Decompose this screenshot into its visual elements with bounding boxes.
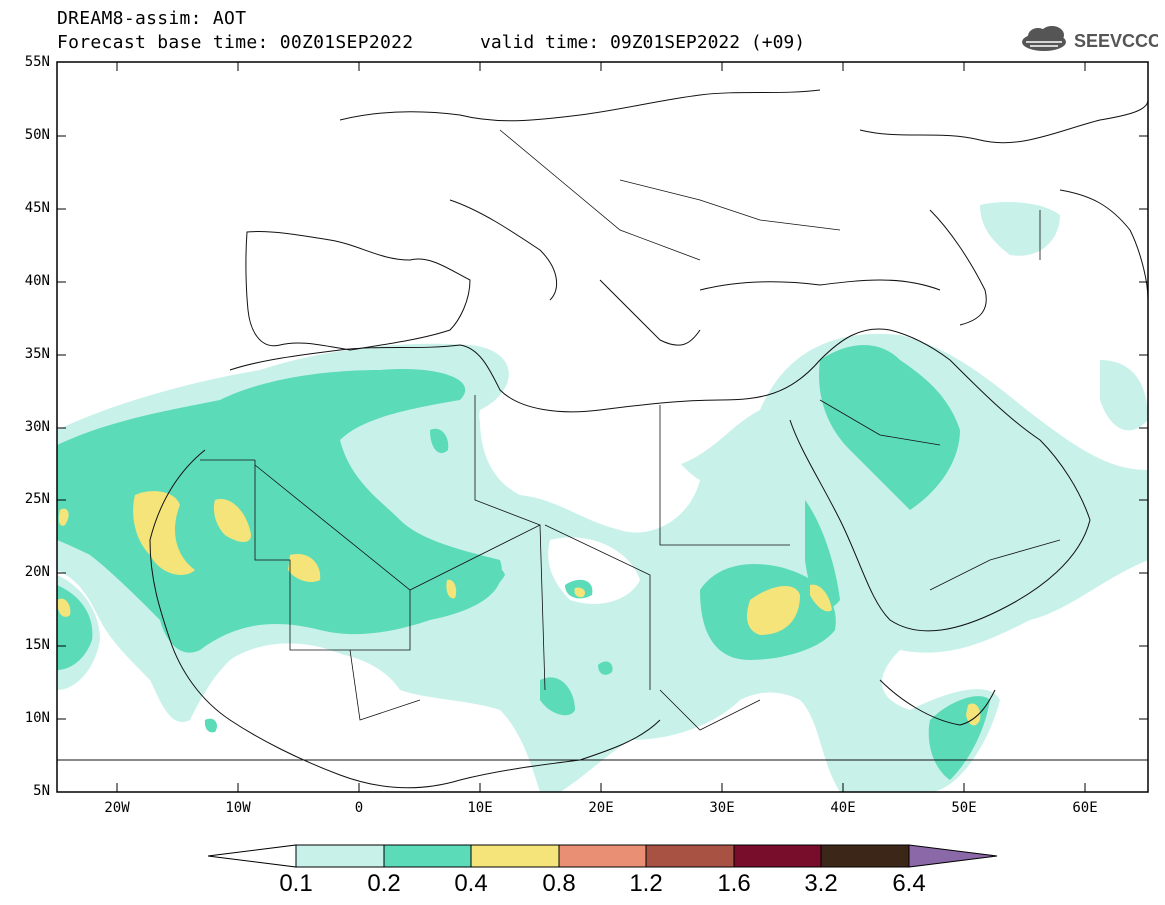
lon-label: 0 [354, 800, 364, 816]
lat-label: 25N [24, 491, 50, 507]
coastlines [57, 89, 1148, 789]
lat-label: 40N [24, 273, 50, 289]
colorbar-label: 0.4 [454, 870, 488, 897]
lat-label: 15N [24, 637, 50, 653]
colorbar-label: 0.1 [279, 870, 313, 897]
lon-label: 50E [951, 800, 977, 816]
country-borders [200, 129, 1061, 731]
lon-label: 20E [588, 800, 614, 816]
lat-label: 35N [24, 346, 50, 362]
lat-label: 30N [24, 419, 50, 435]
colorbar-label: 3.2 [804, 870, 838, 897]
logo-text: SEEVCCC [1074, 31, 1158, 51]
lat-label: 10N [24, 710, 50, 726]
lat-label: 50N [24, 127, 50, 143]
lat-label: 55N [24, 54, 50, 70]
map-frame [56, 61, 1149, 793]
lat-label: 5N [33, 783, 50, 799]
forecast-base-time: Forecast base time: 00Z01SEP2022 [57, 32, 414, 53]
colorbar-label: 6.4 [892, 870, 926, 897]
colorbar-label: 0.2 [367, 870, 401, 897]
colorbar-label: 0.8 [542, 870, 576, 897]
colorbar-label: 1.6 [717, 870, 751, 897]
aot-contour-0-2 [57, 345, 990, 780]
lon-label: 10W [225, 800, 251, 816]
lat-label: 45N [24, 200, 50, 216]
colorbar-label: 1.2 [629, 870, 663, 897]
seevccc-logo: SEEVCCC [1022, 26, 1158, 51]
lon-label: 20W [104, 800, 130, 816]
lon-label: 30E [709, 800, 735, 816]
valid-time: valid time: 09Z01SEP2022 (+09) [480, 32, 806, 53]
chart-title: DREAM8-assim: AOT [57, 8, 247, 29]
lon-label: 10E [467, 800, 493, 816]
lat-label: 20N [24, 564, 50, 580]
cloud-icon [1022, 26, 1066, 51]
grid-ticks [57, 62, 1148, 792]
lon-label: 60E [1072, 800, 1098, 816]
aot-contour-0-4 [57, 491, 981, 726]
lon-label: 40E [830, 800, 856, 816]
